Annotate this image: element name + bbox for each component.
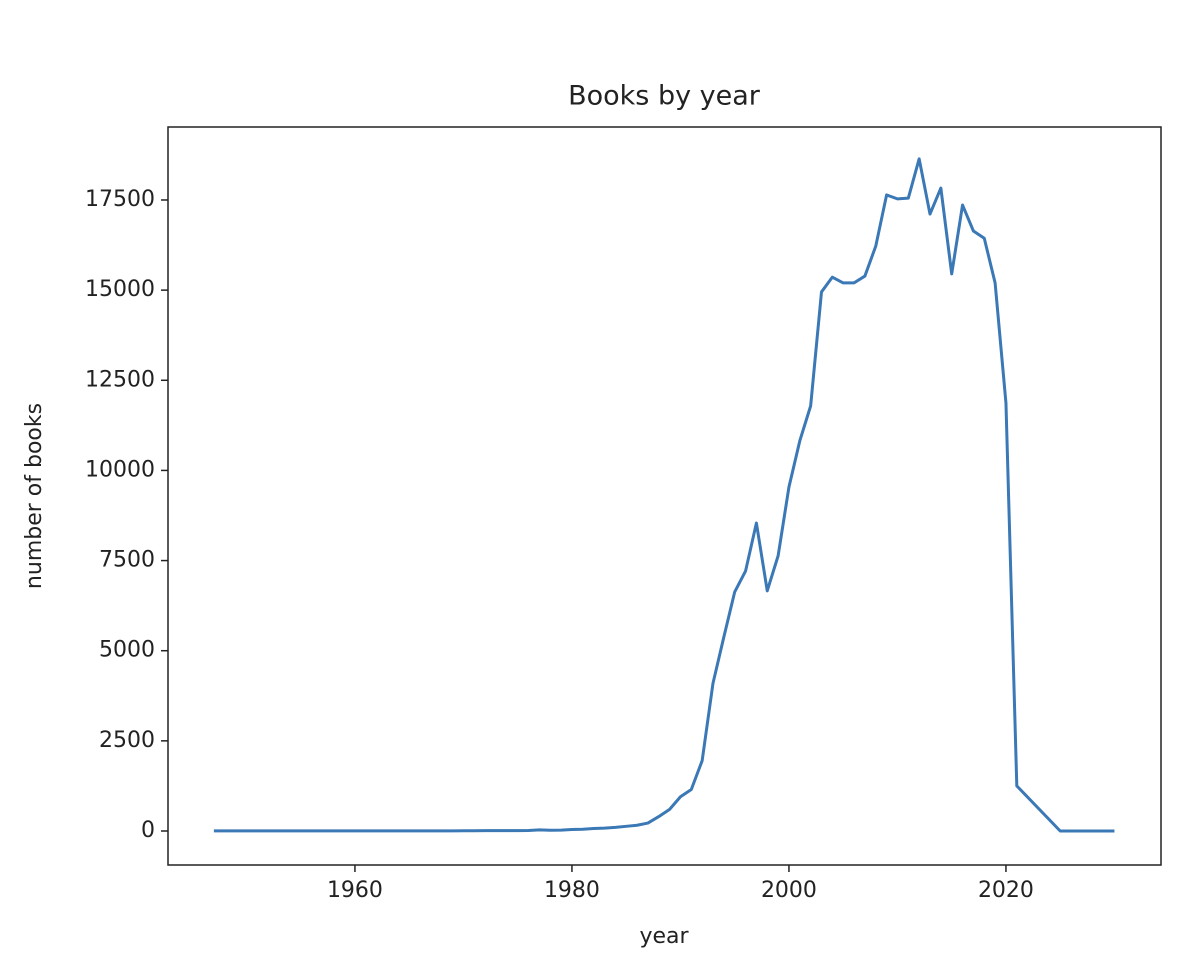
y-tick-label: 5000: [99, 638, 155, 663]
x-tick-label: 2000: [761, 878, 817, 903]
chart-title: Books by year: [568, 81, 761, 112]
y-tick-label: 17500: [85, 187, 155, 212]
x-axis-label: year: [639, 924, 689, 949]
data-line: [213, 157, 1115, 833]
x-tick-label: 1980: [544, 878, 600, 903]
y-tick-label: 10000: [85, 457, 155, 482]
y-tick-label: 0: [141, 818, 155, 843]
y-tick-label: 7500: [99, 548, 155, 573]
y-tick-label: 15000: [85, 277, 155, 302]
y-axis-label: number of books: [22, 403, 47, 589]
y-tick-label: 2500: [99, 728, 155, 753]
y-tick-label: 12500: [85, 367, 155, 392]
x-tick-label: 1960: [327, 878, 383, 903]
plot-frame: [167, 126, 1162, 866]
x-tick-label: 2020: [978, 878, 1034, 903]
